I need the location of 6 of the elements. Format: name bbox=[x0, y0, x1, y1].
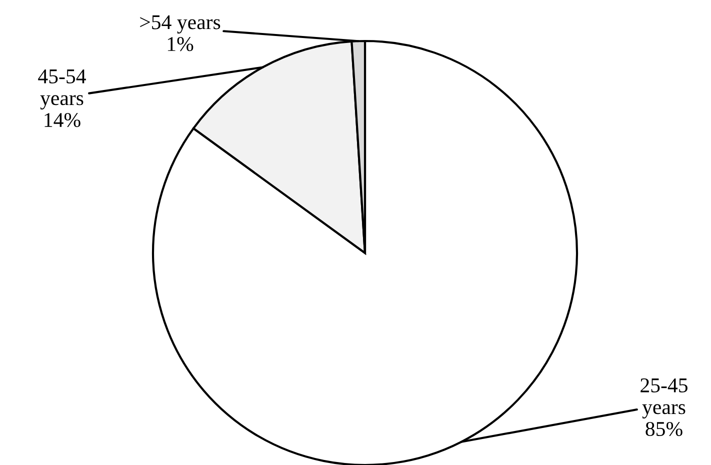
slice-label: 25-45 years bbox=[640, 378, 688, 418]
slice-label: 45-54 years bbox=[38, 69, 86, 110]
data-label: 85% bbox=[646, 422, 682, 436]
slice-label: >54 years bbox=[140, 15, 220, 34]
data-label: 14% bbox=[44, 112, 80, 128]
data-label: 1% bbox=[168, 37, 194, 52]
